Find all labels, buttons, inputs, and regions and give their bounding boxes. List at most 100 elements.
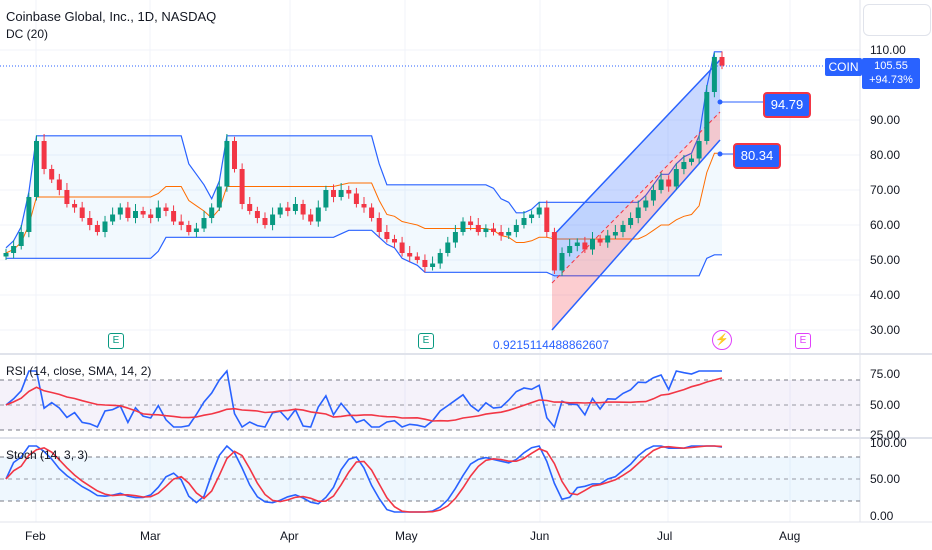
rsi-line	[5, 369, 722, 429]
channel-upper-fill	[552, 60, 720, 283]
time-tick: Aug	[779, 529, 801, 543]
candle-body	[650, 190, 656, 201]
candle-body	[430, 263, 436, 267]
candle-body	[414, 256, 420, 260]
candle-body	[49, 169, 55, 180]
candle-body	[117, 207, 123, 215]
time-tick: Jun	[530, 529, 550, 543]
grid-lines	[0, 0, 932, 523]
candle-body	[262, 218, 268, 225]
donchian-lower	[6, 229, 722, 277]
candle-body	[171, 211, 177, 222]
candle-body	[18, 232, 24, 246]
price-tick: 90.00	[870, 113, 901, 127]
lower-price-callout[interactable]: 80.34	[733, 143, 781, 169]
price-change: +94.73%	[869, 74, 913, 86]
candle-body	[64, 190, 70, 204]
candle-body	[399, 242, 405, 253]
candle-body	[11, 246, 17, 253]
candle-body	[72, 204, 78, 208]
candle-body	[178, 221, 184, 225]
candle-body	[612, 232, 618, 236]
candle-body	[338, 190, 344, 197]
time-tick: Feb	[25, 529, 46, 543]
candle-body	[452, 232, 458, 243]
channel-lower-fill	[552, 112, 720, 330]
stoch-legend[interactable]: Stoch (14, 3, 3)	[6, 448, 89, 462]
earnings-badge-feb[interactable]: E	[108, 333, 124, 349]
candle-body	[193, 228, 199, 232]
candle-body	[521, 218, 527, 225]
candle-body	[369, 207, 375, 218]
price-tick: 40.00	[870, 288, 901, 302]
candle-body	[673, 169, 679, 187]
candle-body	[635, 207, 641, 218]
candle-body	[56, 179, 62, 190]
chart-title: Coinbase Global, Inc., 1D, NASDAQ	[6, 9, 217, 24]
channel-ratio-label: 0.9215114488862607	[493, 338, 609, 352]
fullscreen-button[interactable]	[863, 4, 931, 36]
rsi-tick: 75.00	[870, 367, 901, 381]
rsi-tick: 50.00	[870, 398, 901, 412]
candle-body	[551, 232, 557, 271]
candle-body	[529, 214, 535, 218]
candle-body	[468, 221, 474, 225]
stoch-tick: 100.00	[870, 436, 907, 450]
candle-body	[140, 211, 146, 215]
candle-body	[155, 207, 161, 218]
candle-body	[300, 204, 306, 215]
candle-body	[536, 207, 542, 215]
candle-body	[34, 141, 39, 197]
price-tick: 30.00	[870, 323, 901, 337]
candle-body	[346, 190, 352, 194]
stoch-tick: 0.00	[870, 509, 894, 523]
price-tick: 50.00	[870, 253, 901, 267]
candle-body	[239, 169, 245, 204]
channel-top-line	[551, 59, 721, 238]
candle-body	[94, 225, 100, 232]
earnings-badge-may[interactable]: E	[418, 333, 434, 349]
price-tick: 70.00	[870, 183, 901, 197]
upper-price-callout[interactable]: 94.79	[763, 92, 811, 118]
candle-body	[498, 232, 504, 236]
candle-body	[270, 214, 276, 225]
candle-body	[87, 218, 93, 225]
price-tick: 110.00	[870, 43, 906, 57]
candle-body	[292, 204, 298, 211]
candle-body	[308, 214, 314, 222]
candle-body	[460, 221, 466, 232]
candle-body	[590, 239, 595, 250]
candle-body	[163, 207, 169, 211]
candle-body	[247, 204, 253, 211]
lightning-icon[interactable]: ⚡	[712, 330, 732, 350]
candle-body	[331, 190, 336, 197]
parallel-channel-drawing	[551, 59, 763, 331]
candle-body	[704, 92, 710, 141]
rsi-legend[interactable]: RSI (14, close, SMA, 14, 2)	[6, 364, 152, 378]
donchian-basis	[5, 152, 722, 254]
candlestick-series	[3, 51, 725, 276]
donchian-fill	[6, 51, 722, 276]
rsi-ma-line	[5, 377, 723, 422]
candle-body	[689, 158, 694, 162]
candle-body	[285, 207, 291, 211]
candle-body	[41, 141, 47, 169]
candle-body	[681, 162, 687, 169]
candle-body	[407, 253, 413, 257]
candle-body	[719, 57, 725, 66]
candle-body	[445, 242, 451, 253]
candle-body	[133, 211, 138, 218]
time-tick: Apr	[280, 529, 299, 543]
candle-body	[643, 200, 649, 208]
candle-body	[559, 253, 565, 271]
last-price-label: 105.55 +94.73%	[862, 58, 920, 89]
indicator-legend[interactable]: DC (20)	[6, 27, 49, 41]
stoch-pane	[0, 444, 860, 513]
earnings-badge-aug[interactable]: E	[795, 333, 811, 349]
price-tick: 80.00	[870, 148, 901, 162]
candle-body	[26, 197, 32, 232]
candle-body	[544, 207, 550, 232]
rsi-band	[0, 380, 860, 430]
candle-body	[209, 207, 215, 218]
